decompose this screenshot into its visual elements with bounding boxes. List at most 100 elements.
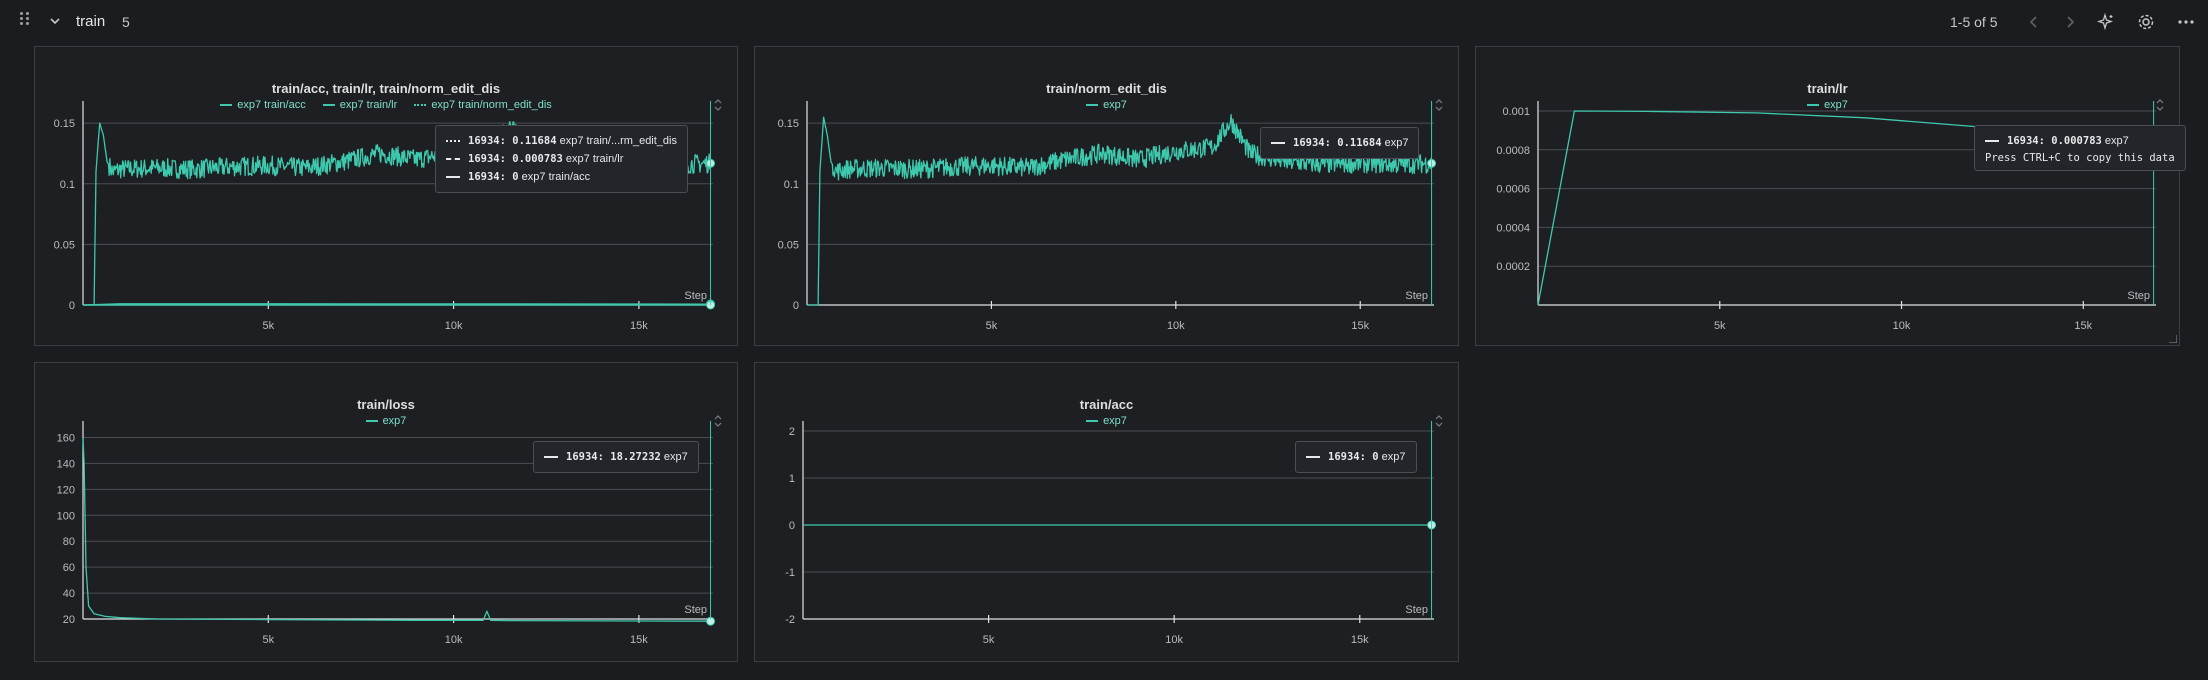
legend-label: exp7 train/acc xyxy=(237,99,306,111)
y-tick-label: 120 xyxy=(57,484,75,496)
y-tick-label: 0.15 xyxy=(54,118,75,130)
legend-label: exp7 train/norm_edit_dis xyxy=(431,99,552,111)
expand-icon[interactable] xyxy=(713,99,723,111)
legend-swatch xyxy=(220,104,233,107)
section-title[interactable]: train xyxy=(76,13,106,30)
panel-title: train/acc xyxy=(1079,397,1134,412)
legend-item: exp7 xyxy=(1086,99,1127,111)
legend-item: exp7 xyxy=(1086,415,1127,427)
more-icon[interactable] xyxy=(2176,12,2196,32)
x-tick-label: 5k xyxy=(1714,320,1726,332)
chart-legend: exp7 xyxy=(1476,99,2179,111)
line-chart: -2 -1 0 1 2 5k 10k 15k Step xyxy=(785,421,1437,646)
panel-title: train/lr xyxy=(1807,81,1848,96)
x-tick-label: 5k xyxy=(983,634,995,646)
hover-tooltip: 16934: 0.000783 exp7 Press CTRL+C to cop… xyxy=(1974,125,2186,171)
y-tick-label: 0.1 xyxy=(60,179,75,191)
tooltip-row: 16934: 0 exp7 xyxy=(1306,448,1406,466)
x-axis-label: Step xyxy=(684,290,707,302)
legend-label: exp7 xyxy=(1103,415,1127,427)
hover-tooltip: 16934: 0.11684 exp7 xyxy=(1260,127,1420,159)
line-chart: 0 0.05 0.1 0.15 5k 10k 15k Step xyxy=(778,101,1437,332)
legend-item: exp7 xyxy=(365,415,406,427)
chart-panel-acc[interactable]: -2 -1 0 1 2 5k 10k 15k Step train/acc exp7 16934… xyxy=(754,362,1459,662)
x-tick-label: 15k xyxy=(630,634,648,646)
x-tick-label: 5k xyxy=(262,634,274,646)
expand-icon[interactable] xyxy=(1434,99,1444,111)
tooltip-row: 16934: 0.11684 exp7 xyxy=(1271,134,1408,152)
panel-title: train/norm_edit_dis xyxy=(1046,81,1167,96)
hover-tooltip: 16934: 18.27232 exp7 xyxy=(533,441,699,473)
section-header: train 5 1-5 of 5 xyxy=(0,0,2208,46)
chart-panel-loss[interactable]: 20 40 60 80 100 120 140 160 5k 10k 15k Step train/l… xyxy=(34,362,738,662)
y-tick-label: 2 xyxy=(789,426,795,438)
tooltip-row: 16934: 0 exp7 train/acc xyxy=(446,168,677,186)
x-tick-label: 15k xyxy=(630,320,648,332)
y-tick-label: 0.0008 xyxy=(1496,145,1530,157)
expand-icon[interactable] xyxy=(2155,99,2165,111)
legend-swatch xyxy=(414,104,427,107)
y-tick-label: -2 xyxy=(785,614,795,626)
y-tick-label: 0.001 xyxy=(1502,106,1530,118)
tooltip-row: 16934: 0.11684 exp7 train/...rm_edit_dis xyxy=(446,132,677,150)
legend-swatch xyxy=(1086,420,1099,423)
expand-icon[interactable] xyxy=(713,415,723,427)
gear-icon[interactable] xyxy=(2136,12,2156,32)
legend-swatch xyxy=(1807,104,1820,107)
expand-icon[interactable] xyxy=(1434,415,1444,427)
y-tick-label: 0 xyxy=(793,300,799,312)
y-tick-label: 80 xyxy=(63,536,75,548)
y-tick-label: 0.15 xyxy=(778,118,799,130)
x-axis-label: Step xyxy=(1405,604,1428,616)
chart-panel-acc-lr-norm[interactable]: 0 0.05 0.1 0.15 5k 10k 15k Step train/acc, trai… xyxy=(34,46,738,346)
y-tick-label: 100 xyxy=(57,510,75,522)
resize-handle-icon[interactable] xyxy=(2169,335,2177,343)
x-tick-label: 10k xyxy=(1893,320,1911,332)
x-tick-label: 10k xyxy=(1165,634,1183,646)
legend-label: exp7 xyxy=(1103,99,1127,111)
y-tick-label: -1 xyxy=(785,567,795,579)
hover-tooltip: 16934: 0.11684 exp7 train/...rm_edit_dis… xyxy=(435,125,688,193)
y-tick-label: 0.1 xyxy=(784,179,799,191)
legend-item: exp7 train/norm_edit_dis xyxy=(414,99,552,111)
y-tick-label: 0.0002 xyxy=(1496,261,1530,273)
x-tick-label: 15k xyxy=(2074,320,2092,332)
legend-item: exp7 train/lr xyxy=(322,99,398,111)
legend-swatch xyxy=(1086,104,1099,107)
y-tick-label: 20 xyxy=(63,614,75,626)
series-line xyxy=(82,437,711,622)
sparkle-icon[interactable] xyxy=(2096,12,2116,32)
legend-item: exp7 xyxy=(1807,99,1848,111)
series-line xyxy=(82,303,711,306)
legend-label: exp7 train/lr xyxy=(339,99,398,111)
series-line xyxy=(807,114,1433,306)
x-tick-label: 15k xyxy=(1351,634,1369,646)
chevron-right-icon[interactable] xyxy=(2060,12,2080,32)
y-tick-label: 1 xyxy=(789,473,795,485)
drag-handle-icon[interactable] xyxy=(20,12,32,26)
y-tick-label: 40 xyxy=(63,588,75,600)
y-tick-label: 0.0006 xyxy=(1496,184,1530,196)
pagination-text: 1-5 of 5 xyxy=(1950,14,1998,30)
copy-hint: Press CTRL+C to copy this data xyxy=(1985,152,2175,164)
x-tick-label: 5k xyxy=(986,320,998,332)
panel-title: train/loss xyxy=(357,397,415,412)
chart-panel-lr[interactable]: 0.0002 0.0004 0.0006 0.0008 0.001 5k 10k 15k Ste… xyxy=(1475,46,2186,346)
section-count: 5 xyxy=(122,14,130,30)
x-tick-label: 10k xyxy=(445,320,463,332)
x-axis-label: Step xyxy=(2127,290,2150,302)
line-chart: 20 40 60 80 100 120 140 160 5k 10k 15k Step xyxy=(57,421,716,646)
y-tick-label: 0.05 xyxy=(778,239,799,251)
legend-swatch xyxy=(365,420,378,423)
x-tick-label: 10k xyxy=(445,634,463,646)
chevron-down-icon[interactable] xyxy=(48,14,62,28)
tooltip-row: 16934: 0.000783 exp7 train/lr xyxy=(446,150,677,168)
tooltip-row: 16934: 0.000783 exp7 xyxy=(1985,132,2175,150)
chevron-left-icon[interactable] xyxy=(2024,12,2044,32)
chart-legend: exp7 xyxy=(35,415,737,427)
chart-panel-norm-edit-dis[interactable]: 0 0.05 0.1 0.15 5k 10k 15k Step train/norm_edit… xyxy=(754,46,1459,346)
x-tick-label: 5k xyxy=(262,320,274,332)
tooltip-row: 16934: 18.27232 exp7 xyxy=(544,448,688,466)
chart-legend: exp7 xyxy=(755,415,1458,427)
x-tick-label: 15k xyxy=(1351,320,1369,332)
